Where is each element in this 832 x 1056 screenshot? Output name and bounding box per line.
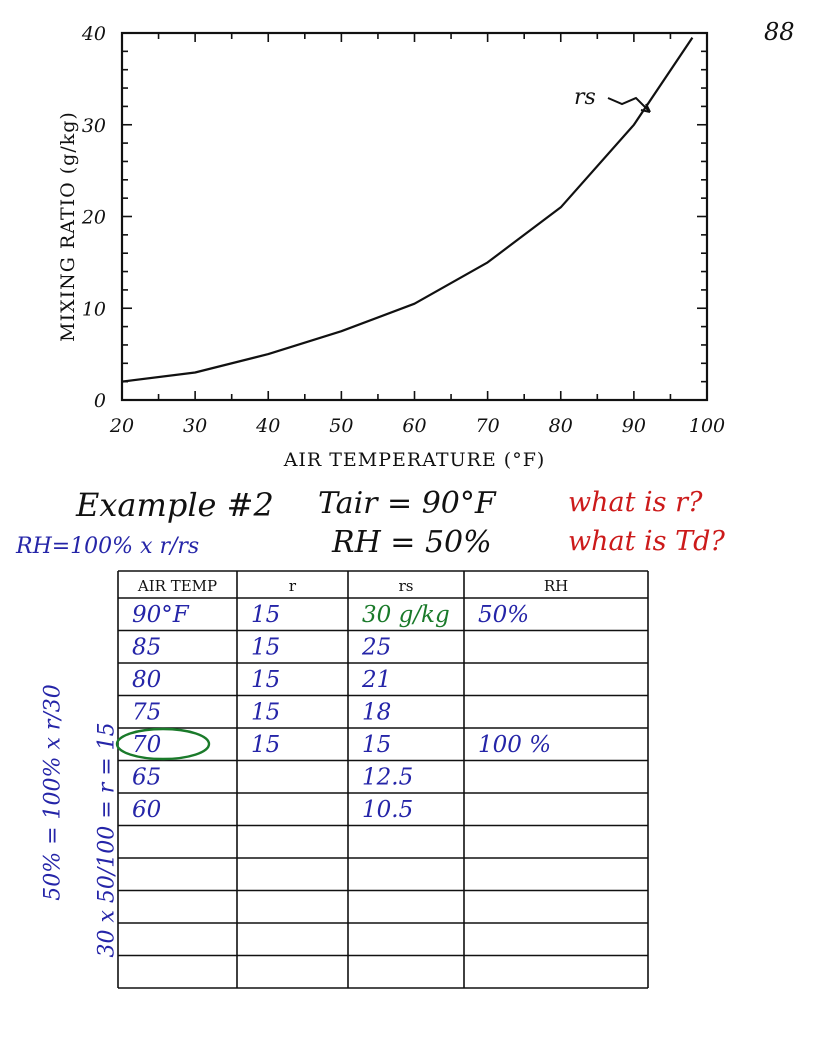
table-cell: 21 bbox=[361, 667, 391, 693]
y-tick-label: 10 bbox=[82, 298, 106, 320]
series-line-rs bbox=[121, 36, 694, 383]
table-cell: 75 bbox=[132, 700, 161, 726]
x-tick-label: 100 bbox=[689, 415, 725, 437]
table-cell: 15 bbox=[251, 732, 280, 758]
x-tick-label: 30 bbox=[183, 415, 207, 437]
series-arrowhead bbox=[640, 103, 651, 113]
table-cell: 50% bbox=[478, 602, 529, 628]
table-cell: 12.5 bbox=[362, 765, 413, 791]
circled-dew-point-mark bbox=[115, 727, 211, 761]
table-cell: 15 bbox=[362, 732, 391, 758]
y-tick-label: 40 bbox=[81, 23, 106, 45]
x-axis-label: AIR TEMPERATURE (°F) bbox=[283, 449, 546, 470]
table-cell: 15 bbox=[251, 667, 280, 693]
side-note-equation: 50% = 100% x r/30 bbox=[40, 684, 66, 901]
table-cell: 85 bbox=[132, 635, 161, 661]
table-cell: 70 bbox=[132, 732, 161, 758]
table-cell: 60 bbox=[132, 797, 161, 823]
given-relative-humidity: RH = 50% bbox=[332, 525, 492, 560]
x-tick-label: 70 bbox=[476, 415, 500, 437]
table-cell: 18 bbox=[362, 700, 391, 726]
x-tick-label: 80 bbox=[549, 415, 573, 437]
x-tick-label: 90 bbox=[622, 415, 646, 437]
table-header: AIR TEMP bbox=[137, 577, 217, 595]
table-cell: 10.5 bbox=[362, 797, 413, 823]
series-label-rs: rs bbox=[574, 85, 596, 110]
question-dew-point: what is Td? bbox=[568, 526, 725, 557]
table-cell: 15 bbox=[251, 700, 280, 726]
given-air-temperature: Tair = 90°F bbox=[318, 486, 496, 521]
table-cell: 100 % bbox=[478, 732, 551, 758]
table-header: rs bbox=[399, 577, 414, 595]
page-number: 88 bbox=[764, 18, 795, 46]
x-tick-label: 60 bbox=[402, 415, 426, 437]
x-tick-label: 50 bbox=[329, 415, 353, 437]
table-cell: 90°F bbox=[132, 602, 190, 628]
question-mixing-ratio: what is r? bbox=[568, 487, 703, 518]
table-cell: 25 bbox=[361, 635, 391, 661]
y-axis-label: MIXING RATIO (g/kg) bbox=[57, 111, 79, 342]
series-arrow bbox=[607, 96, 651, 113]
table-cell: 15 bbox=[251, 635, 280, 661]
y-tick-label: 0 bbox=[94, 390, 106, 412]
table-cell: 80 bbox=[132, 667, 161, 693]
table-cell: 65 bbox=[132, 765, 161, 791]
x-tick-label: 40 bbox=[255, 415, 280, 437]
side-note-solution: 30 x 50/100 = r = 15 bbox=[94, 722, 120, 958]
rh-formula: RH=100% x r/rs bbox=[16, 534, 200, 559]
y-tick-label: 20 bbox=[81, 207, 106, 229]
plot-frame bbox=[120, 31, 709, 402]
x-tick-label: 20 bbox=[109, 415, 134, 437]
y-tick-label: 30 bbox=[82, 115, 106, 137]
table-header: r bbox=[289, 577, 297, 595]
table-cell: 30 g/kg bbox=[362, 602, 450, 628]
table-header: RH bbox=[544, 577, 568, 595]
example-title: Example #2 bbox=[76, 486, 274, 524]
table-cell: 15 bbox=[251, 602, 280, 628]
